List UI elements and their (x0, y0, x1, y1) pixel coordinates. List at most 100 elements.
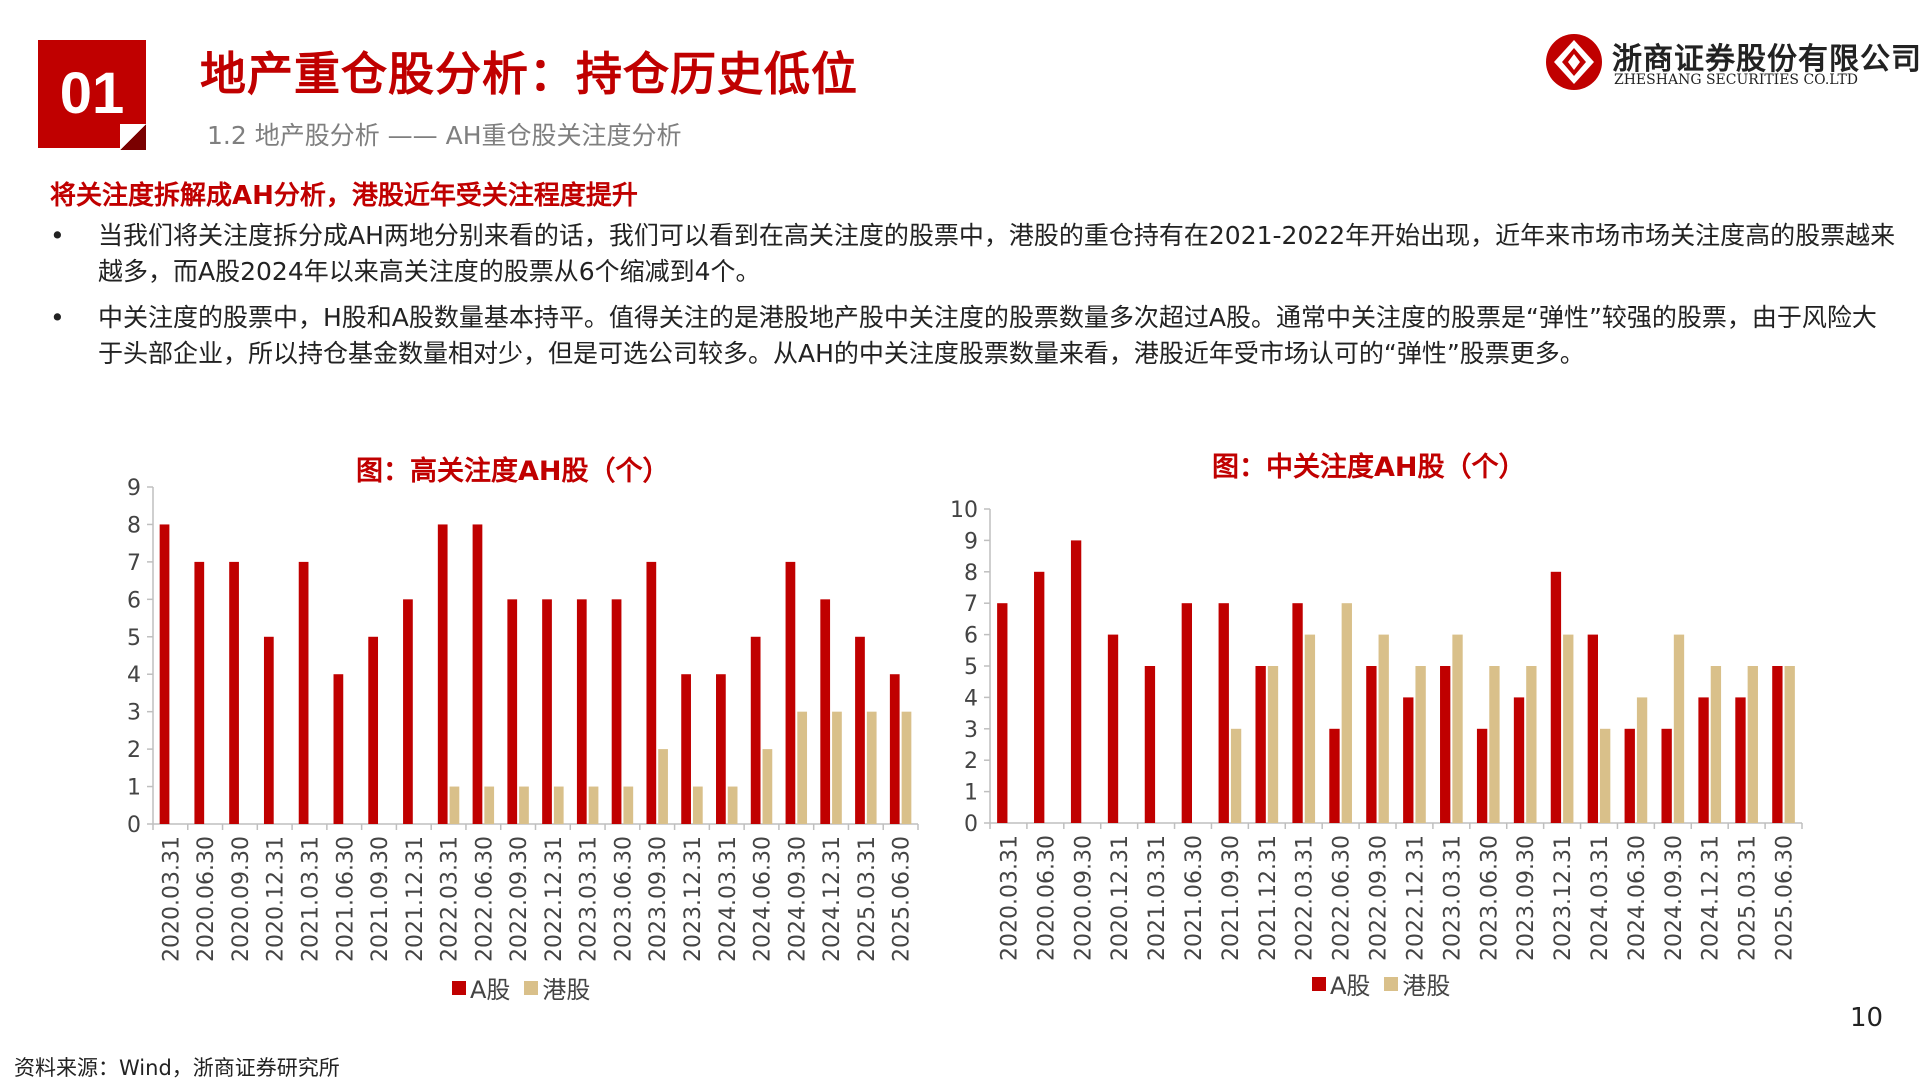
bar-a-share (785, 561, 796, 824)
bar-a-share (1476, 728, 1488, 823)
bar-hk-share (1673, 634, 1685, 823)
bar-a-share (1144, 666, 1156, 823)
bar-hk-share (1563, 634, 1574, 823)
x-tick-label: 2024.03.31 (1588, 835, 1613, 961)
bar-a-share (229, 561, 239, 824)
x-tick-label: 2023.09.30 (646, 836, 671, 962)
bar-hk-share (727, 786, 738, 824)
bar-a-share (1218, 603, 1229, 823)
x-tick-label: 2024.09.30 (1662, 835, 1687, 961)
bar-hk-share (866, 711, 877, 824)
legend-swatch-hk-share (524, 980, 539, 995)
bar-a-share (1513, 697, 1525, 823)
x-tick-label: 2021.03.31 (1145, 835, 1170, 961)
x-tick-label: 2023.12.31 (1551, 835, 1576, 961)
y-tick-label: 2 (964, 749, 978, 774)
legend-item-hk-share: 港股 (524, 970, 590, 1005)
bar-a-share (1181, 603, 1192, 823)
bar-hk-share (1747, 666, 1758, 823)
y-tick-label: 5 (127, 626, 141, 651)
bar-hk-share (658, 749, 668, 824)
x-tick-label: 2020.12.31 (264, 836, 289, 962)
bar-a-share (576, 599, 587, 824)
bar-a-share (368, 636, 379, 824)
legend-label-a-share: A股 (470, 976, 511, 1004)
bar-a-share (1698, 697, 1709, 823)
bar-a-share (1735, 697, 1746, 823)
bar-hk-share (797, 711, 808, 824)
bar-a-share (1624, 728, 1635, 823)
company-name-cn: 浙商证券股份有限公司 (1612, 42, 1920, 77)
x-tick-label: 2021.12.31 (1256, 835, 1281, 961)
bar-hk-share (1784, 666, 1795, 823)
x-tick-label: 2024.12.31 (1699, 835, 1724, 961)
x-tick-label: 2023.03.31 (577, 836, 602, 962)
bar-hk-share (623, 786, 634, 824)
x-tick-label: 2021.12.31 (403, 836, 428, 962)
y-tick-label: 0 (127, 813, 141, 838)
bar-a-share (542, 599, 552, 824)
bar-a-share (507, 599, 518, 824)
bar-a-share (1772, 666, 1783, 823)
y-tick-label: 7 (127, 551, 141, 576)
section-number: 01 (59, 61, 125, 126)
legend-item-a-share: A股 (452, 970, 510, 1005)
bar-a-share (750, 636, 761, 824)
y-tick-label: 4 (127, 663, 141, 688)
bar-a-share (437, 524, 448, 824)
section-headline: 将关注度拆解成AH分析，港股近年受关注程度提升 (50, 181, 638, 211)
x-tick-label: 2024.06.30 (751, 836, 776, 962)
company-logo: 浙商证券股份有限公司 ZHESHANG SECURITIES CO.LTD (1544, 32, 1920, 92)
legend-swatch-a-share (1312, 976, 1326, 991)
page-subtitle: 1.2 地产股分析 —— AH重仓股关注度分析 (207, 121, 682, 150)
bar-hk-share (1378, 634, 1389, 823)
bar-hk-share (1452, 634, 1463, 823)
x-tick-label: 2023.03.31 (1440, 835, 1465, 961)
bar-a-share (194, 561, 205, 824)
page-number: 10 (1850, 1003, 1884, 1033)
bar-hk-share (1230, 728, 1242, 823)
bar-a-share (889, 674, 900, 824)
page-title: 地产重仓股分析：持仓历史低位 (200, 47, 858, 101)
bar-hk-share (1489, 666, 1500, 823)
bar-a-share (1070, 540, 1082, 823)
legend-item-hk-share: 港股 (1384, 966, 1450, 1001)
y-tick-label: 4 (964, 686, 978, 711)
bar-hk-share (901, 711, 912, 824)
x-tick-label: 2022.09.30 (507, 836, 532, 962)
bar-hk-share (762, 749, 773, 824)
data-source: 资料来源：Wind，浙商证券研究所 (14, 1056, 340, 1080)
y-tick-label: 3 (127, 701, 141, 726)
x-tick-label: 2025.06.30 (890, 836, 915, 962)
x-tick-label: 2023.12.31 (681, 836, 706, 962)
y-tick-label: 7 (964, 592, 978, 617)
bar-a-share (1550, 571, 1562, 823)
bar-a-share (333, 674, 344, 824)
bar-a-share (646, 561, 657, 824)
x-tick-label: 2020.06.30 (1034, 835, 1059, 961)
chart-title-mid-attention: 图：中关注度AH股（个） (1212, 452, 1526, 483)
legend-mid-attention: A股 港股 (1312, 966, 1464, 1001)
bullet-text: 中关注度的股票中，H股和A股数量基本持平。值得关注的是港股地产股中关注度的股票数… (98, 303, 1877, 368)
x-tick-label: 2023.06.30 (611, 836, 636, 962)
x-tick-label: 2023.09.30 (1514, 835, 1539, 961)
bar-a-share (1587, 634, 1598, 823)
section-badge: 01 (38, 40, 146, 148)
y-tick-label: 5 (964, 655, 978, 680)
x-tick-label: 2024.03.31 (716, 836, 741, 962)
bullet-dot: • (50, 221, 65, 250)
y-tick-label: 1 (127, 776, 141, 801)
legend-high-attention: A股 港股 (452, 970, 604, 1005)
x-tick-label: 2020.03.31 (159, 836, 184, 962)
y-tick-label: 2 (127, 738, 141, 763)
x-tick-label: 2024.06.30 (1625, 835, 1650, 961)
bar-a-share (298, 561, 309, 824)
bar-a-share (472, 524, 483, 824)
bar-a-share (1329, 728, 1340, 823)
chart-title-high-attention: 图：高关注度AH股（个） (356, 456, 670, 487)
x-tick-label: 2023.06.30 (1477, 835, 1502, 961)
x-tick-label: 2025.03.31 (1736, 835, 1761, 961)
badge-fold-decoration (120, 124, 146, 150)
bar-hk-share (1636, 697, 1648, 823)
